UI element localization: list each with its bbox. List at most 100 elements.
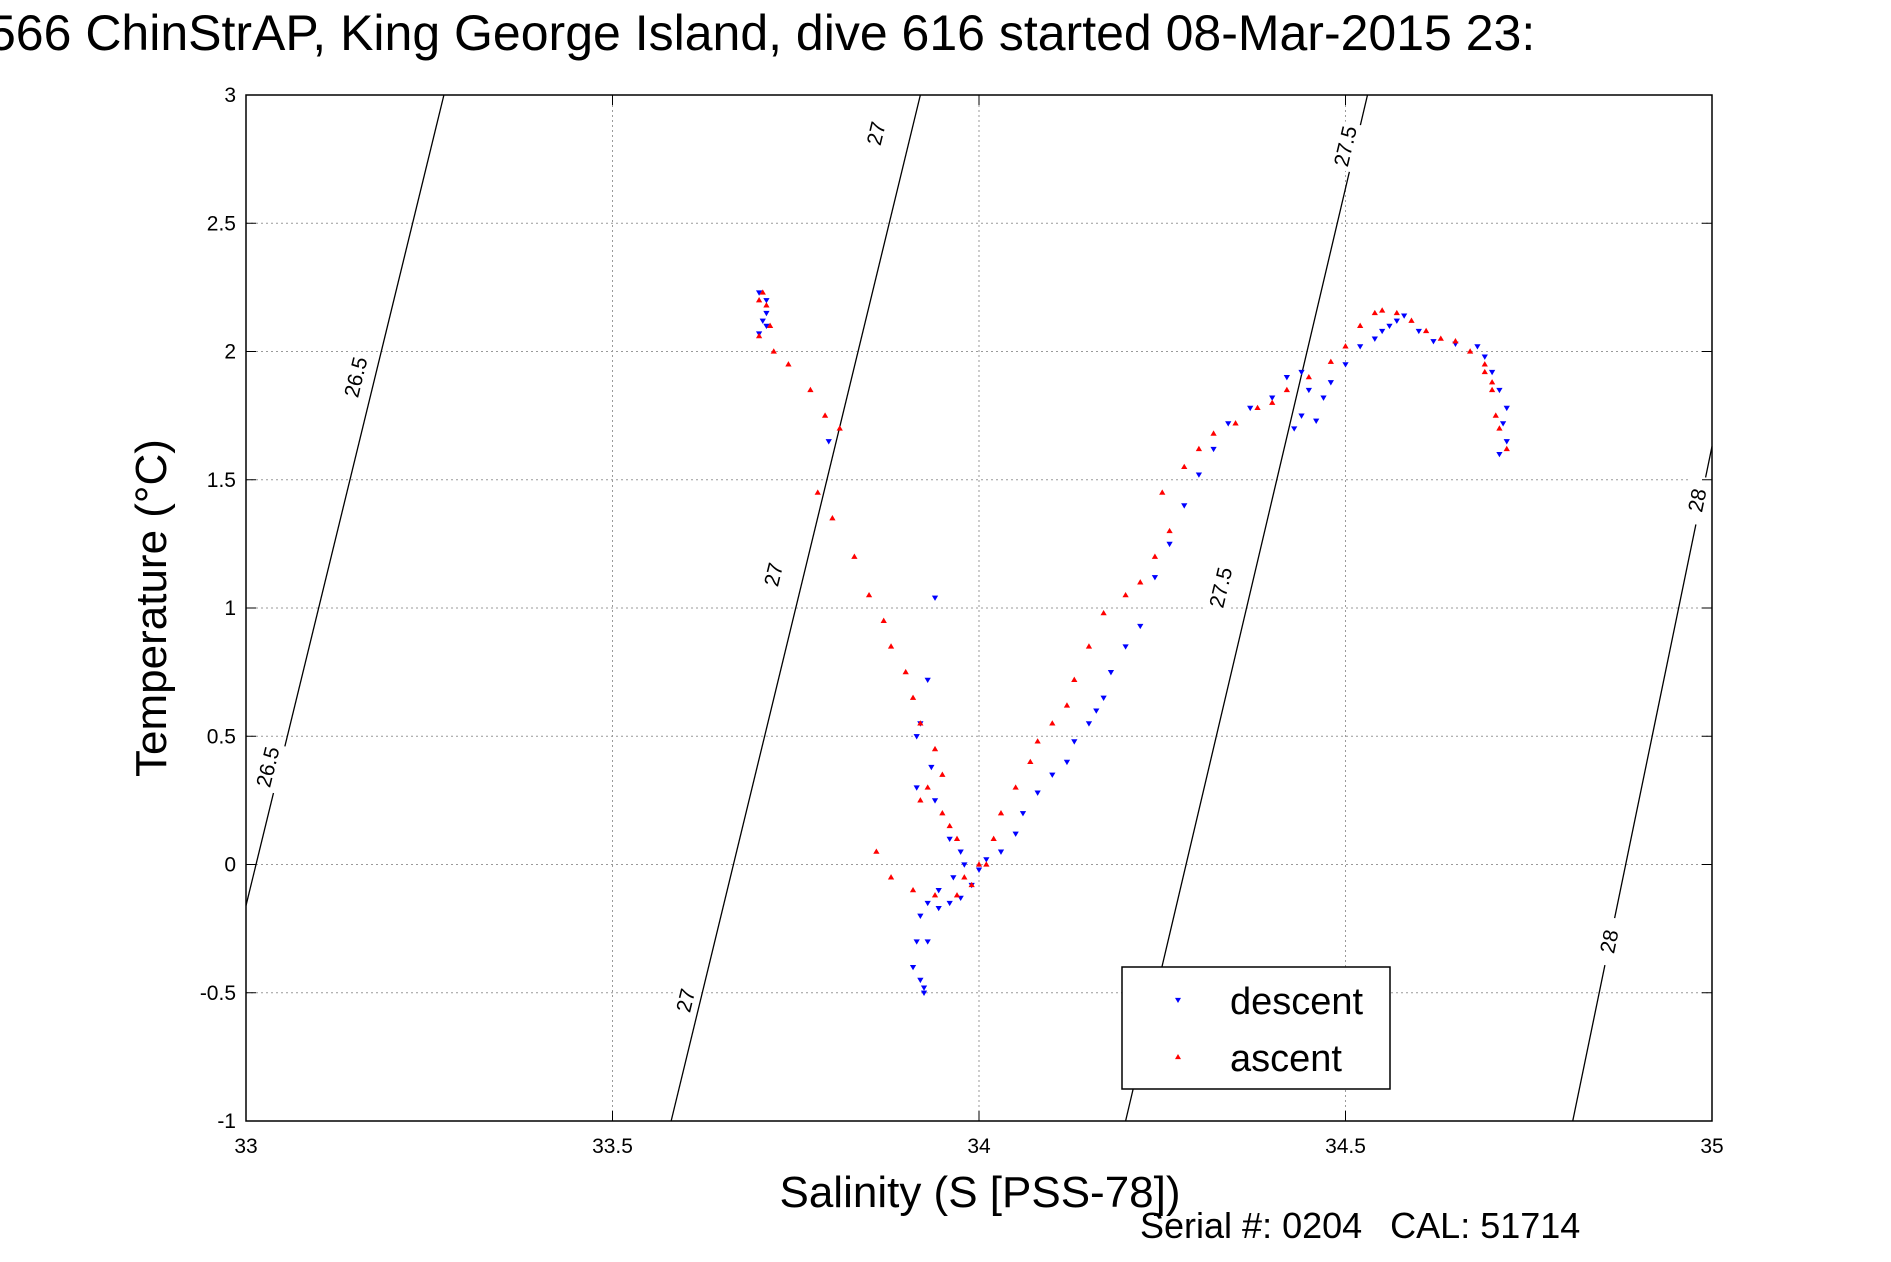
- isopycnal-label: 28: [1684, 487, 1711, 515]
- ascent-point: [990, 835, 997, 841]
- ascent-point: [1122, 591, 1129, 598]
- descent-point: [931, 798, 939, 804]
- descent-point: [935, 905, 942, 912]
- y-tick-label: 0.5: [207, 725, 236, 748]
- descent-point: [924, 939, 931, 945]
- descent-point: [920, 990, 928, 996]
- descent-point: [1379, 328, 1386, 335]
- ascent-point: [1100, 609, 1107, 616]
- ascent-point: [917, 797, 924, 803]
- descent-point: [950, 875, 957, 881]
- descent-point: [1100, 695, 1107, 701]
- isopycnal-label: 27: [672, 986, 700, 1014]
- ascent-point: [1269, 399, 1276, 405]
- ascent-point: [759, 289, 766, 295]
- y-tick-label: 1: [224, 597, 236, 620]
- ascent-point: [1503, 445, 1510, 452]
- ascent-point: [1393, 309, 1400, 316]
- x-tick-label: 34.5: [1325, 1135, 1366, 1158]
- descent-point: [1195, 472, 1203, 478]
- ascent-point: [865, 591, 873, 598]
- isopycnal-label-bg: [249, 740, 287, 794]
- ascent-point: [1151, 553, 1159, 559]
- ascent-point: [961, 874, 968, 880]
- ascent-point: [1034, 738, 1041, 744]
- descent-point: [1503, 439, 1510, 445]
- legend-marker-ascent: [1175, 1054, 1181, 1060]
- ascent-point: [1452, 338, 1459, 344]
- ascent-point: [763, 302, 770, 308]
- descent-point: [1327, 380, 1334, 386]
- descent-point: [1151, 575, 1159, 581]
- descent-point: [1496, 387, 1503, 394]
- isopycnal-label-bg: [858, 107, 895, 160]
- ascent-point: [1071, 676, 1078, 682]
- ascent-point: [1327, 358, 1334, 364]
- isopycnal-label-bg: [1591, 915, 1627, 968]
- ascent-point: [766, 322, 774, 328]
- ascent-point: [1195, 445, 1203, 452]
- y-axis-label: Temperature (°C): [127, 439, 176, 777]
- legend: descent ascent: [1121, 966, 1391, 1090]
- ascent-point: [1283, 386, 1290, 393]
- ascent-point: [1437, 335, 1444, 341]
- legend-entry-ascent: ascent: [1175, 1038, 1342, 1080]
- descent-point: [1371, 336, 1378, 342]
- descent-point: [1481, 354, 1488, 360]
- x-tick-label: 34: [967, 1135, 991, 1158]
- ascent-point: [836, 425, 843, 431]
- ascent-point: [931, 745, 939, 752]
- ascent-point: [770, 348, 777, 354]
- ascent-point: [931, 892, 939, 898]
- descent-point: [913, 939, 920, 945]
- isopycnal-label-bg: [1202, 561, 1240, 614]
- descent-point: [1247, 405, 1254, 412]
- chart-title: 566 ChinStrAP, King George Island, dive …: [0, 5, 1536, 61]
- descent-point: [1122, 644, 1129, 650]
- ascent-point: [1488, 379, 1496, 385]
- descent-point: [1181, 503, 1188, 509]
- ascent-point: [902, 668, 909, 675]
- ascent-point: [1049, 720, 1056, 726]
- descent-point: [763, 323, 770, 330]
- descent-point: [1298, 369, 1305, 376]
- descent-point: [759, 318, 766, 324]
- descent-point: [755, 290, 763, 296]
- ascent-point: [1181, 463, 1188, 470]
- descent-point: [763, 298, 770, 304]
- descent-point: [763, 310, 770, 317]
- descent-point: [1357, 344, 1364, 350]
- descent-point: [1488, 369, 1496, 376]
- ascent-point: [755, 332, 763, 339]
- ascent-point: [909, 886, 917, 893]
- legend-marker-descent: [1175, 997, 1181, 1003]
- descent-point: [1474, 344, 1481, 350]
- descent-point: [935, 888, 942, 894]
- isopycnal-label: 26.5: [252, 745, 284, 790]
- descent-point: [1401, 313, 1408, 319]
- ascent-point: [953, 892, 961, 898]
- y-tick-label: -1: [217, 1110, 236, 1133]
- ascent-point: [1481, 361, 1488, 367]
- descent-point: [1415, 328, 1422, 335]
- descent-point: [1298, 413, 1305, 419]
- ascent-point: [1137, 579, 1144, 585]
- isopycnal-label-bg: [667, 974, 705, 1027]
- ascent-point: [1232, 420, 1239, 426]
- descent-point: [1049, 772, 1056, 778]
- ascent-point: [924, 784, 931, 790]
- ascent-point: [1379, 307, 1386, 313]
- ascent-point: [1371, 309, 1378, 316]
- x-axis-label: Salinity (S [PSS-78]): [779, 1168, 1180, 1217]
- ascent-point: [1481, 368, 1488, 375]
- descent-point: [1012, 831, 1019, 837]
- descent-point: [1313, 418, 1320, 424]
- descent-point: [1166, 541, 1173, 548]
- descent-point: [961, 862, 968, 868]
- calibration: CAL: 51714: [1390, 1205, 1581, 1246]
- descent-point: [1225, 421, 1232, 427]
- isopycnal-label: 27: [760, 561, 788, 589]
- descent-point: [1071, 739, 1078, 745]
- isopycnal-label-bg: [1679, 474, 1715, 527]
- isopycnal-label-bg: [755, 548, 793, 602]
